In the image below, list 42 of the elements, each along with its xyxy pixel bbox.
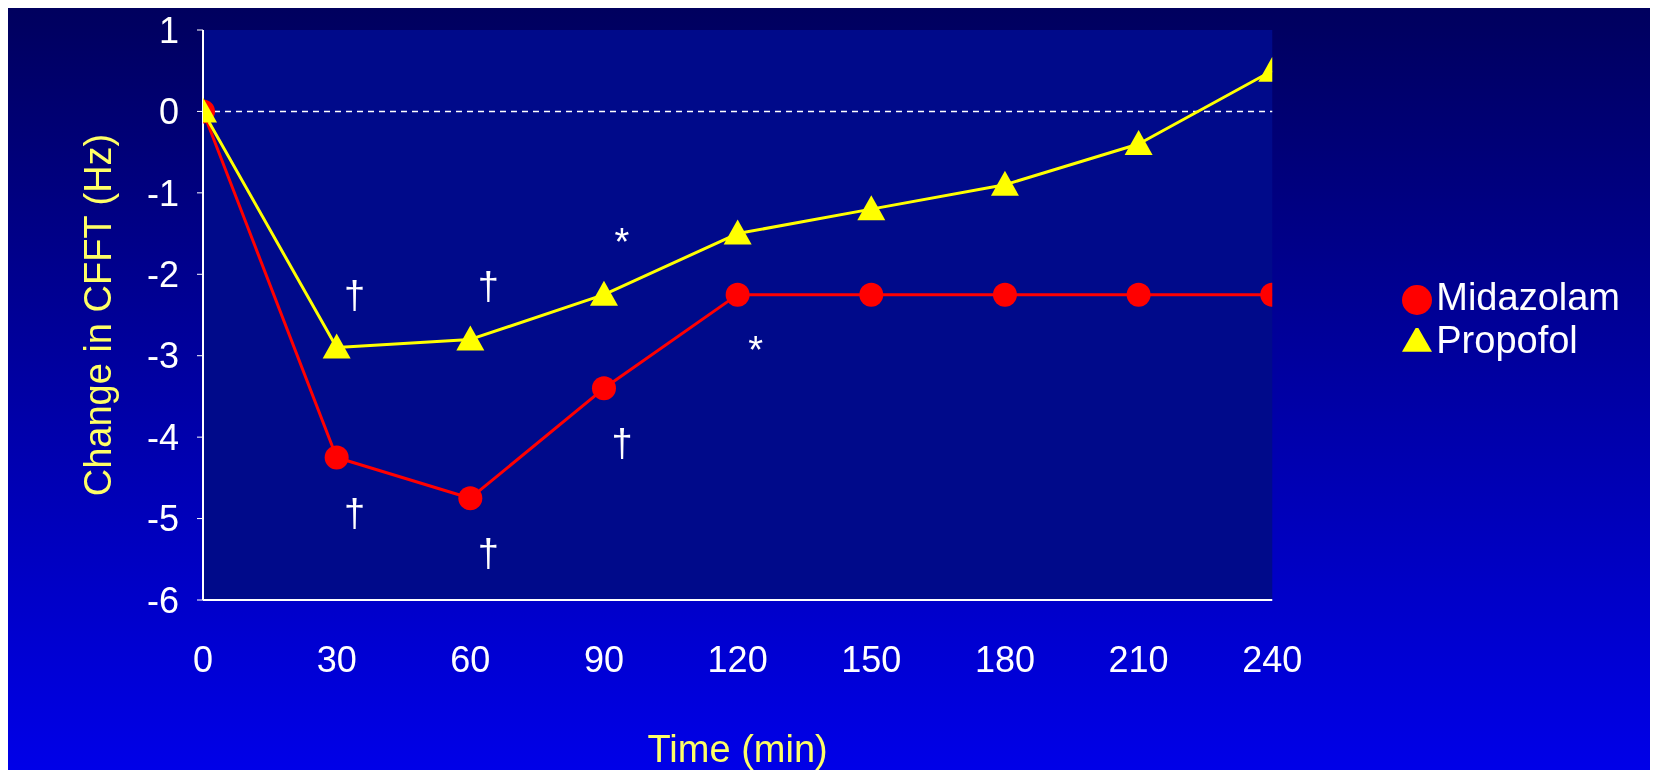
point <box>322 333 351 359</box>
y-tick-label: -2 <box>146 254 179 296</box>
y-tick-label: -4 <box>146 416 179 458</box>
annotation: † <box>611 422 633 465</box>
legend-label: Midazolam <box>1436 276 1620 318</box>
point <box>456 325 485 351</box>
annotation: * <box>748 328 764 371</box>
y-tick-label: -5 <box>146 498 179 540</box>
x-tick-label: 0 <box>192 638 214 680</box>
x-tick-label: 30 <box>316 638 357 680</box>
y-tick-label: -3 <box>146 335 179 377</box>
x-tick-label: 150 <box>841 638 902 680</box>
annotation: † <box>344 491 366 534</box>
y-tick-label: -1 <box>146 172 179 214</box>
x-axis-title: Time (min) <box>647 728 828 770</box>
point <box>1124 130 1153 155</box>
point <box>324 445 349 470</box>
x-tick-label: 120 <box>707 638 768 680</box>
x-tick-label: 210 <box>1108 638 1169 680</box>
y-axis-title: Change in CFFT (Hz) <box>77 133 120 497</box>
x-tick-label: 60 <box>450 638 491 680</box>
x-tick-label: 90 <box>583 638 624 680</box>
annotation: † <box>477 532 499 575</box>
y-tick-label: 1 <box>158 9 179 51</box>
point <box>725 282 750 307</box>
y-tick-label: -6 <box>146 579 179 621</box>
point <box>723 219 752 245</box>
annotation: † <box>477 265 499 308</box>
point <box>1126 282 1151 307</box>
point <box>589 280 618 306</box>
point <box>591 376 616 401</box>
y-tick-label: 0 <box>158 91 179 133</box>
point <box>992 282 1017 307</box>
point <box>458 486 483 511</box>
annotation: * <box>614 220 630 263</box>
legend-label: Propofol <box>1436 319 1578 361</box>
point <box>990 170 1019 196</box>
point <box>857 195 886 221</box>
x-tick-label: 180 <box>974 638 1035 680</box>
point <box>859 282 884 307</box>
x-tick-label: 240 <box>1242 638 1303 680</box>
annotation: † <box>344 273 366 316</box>
